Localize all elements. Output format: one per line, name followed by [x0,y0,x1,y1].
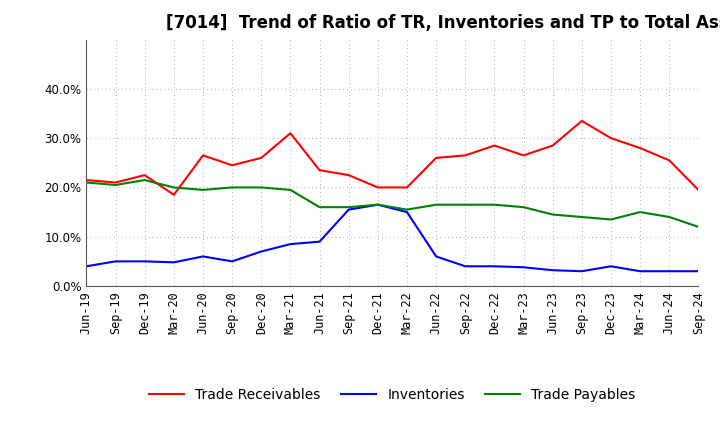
Trade Payables [490,202,499,207]
Text: [7014]  Trend of Ratio of TR, Inventories and TP to Total Assets: [7014] Trend of Ratio of TR, Inventories… [166,15,720,33]
Trade Receivables [519,153,528,158]
Inventories [140,259,149,264]
Trade Payables [82,180,91,185]
Trade Receivables [257,155,266,161]
Trade Payables [402,207,411,212]
Inventories [286,242,294,247]
Trade Receivables [549,143,557,148]
Trade Receivables [694,187,703,193]
Trade Payables [577,214,586,220]
Trade Payables [636,209,644,215]
Trade Receivables [82,177,91,183]
Inventories [490,264,499,269]
Trade Payables [286,187,294,193]
Trade Payables [549,212,557,217]
Legend: Trade Receivables, Inventories, Trade Payables: Trade Receivables, Inventories, Trade Pa… [144,382,641,407]
Trade Receivables [636,145,644,150]
Trade Payables [257,185,266,190]
Inventories [169,260,178,265]
Trade Receivables [665,158,674,163]
Inventories [607,264,616,269]
Trade Payables [169,185,178,190]
Trade Receivables [607,136,616,141]
Trade Payables [344,205,353,210]
Inventories [432,254,441,259]
Trade Payables [694,224,703,230]
Inventories [315,239,324,244]
Trade Receivables [140,172,149,178]
Trade Payables [315,205,324,210]
Inventories [549,268,557,273]
Inventories [665,268,674,274]
Trade Receivables [344,172,353,178]
Trade Receivables [111,180,120,185]
Trade Receivables [577,118,586,124]
Line: Inventories: Inventories [86,205,698,271]
Inventories [374,202,382,207]
Inventories [461,264,469,269]
Trade Payables [432,202,441,207]
Inventories [577,268,586,274]
Inventories [228,259,236,264]
Inventories [257,249,266,254]
Inventories [82,264,91,269]
Trade Payables [519,205,528,210]
Trade Payables [461,202,469,207]
Line: Trade Payables: Trade Payables [86,180,698,227]
Inventories [344,207,353,212]
Trade Payables [607,217,616,222]
Trade Receivables [286,131,294,136]
Trade Receivables [490,143,499,148]
Trade Payables [665,214,674,220]
Inventories [519,264,528,270]
Inventories [694,268,703,274]
Inventories [402,209,411,215]
Trade Receivables [402,185,411,190]
Inventories [636,268,644,274]
Inventories [199,254,207,259]
Trade Receivables [461,153,469,158]
Trade Payables [199,187,207,193]
Trade Receivables [169,192,178,198]
Trade Payables [228,185,236,190]
Trade Receivables [199,153,207,158]
Trade Receivables [374,185,382,190]
Trade Payables [111,182,120,187]
Trade Payables [140,177,149,183]
Trade Receivables [315,168,324,173]
Trade Receivables [228,163,236,168]
Trade Payables [374,202,382,207]
Inventories [111,259,120,264]
Line: Trade Receivables: Trade Receivables [86,121,698,195]
Trade Receivables [432,155,441,161]
